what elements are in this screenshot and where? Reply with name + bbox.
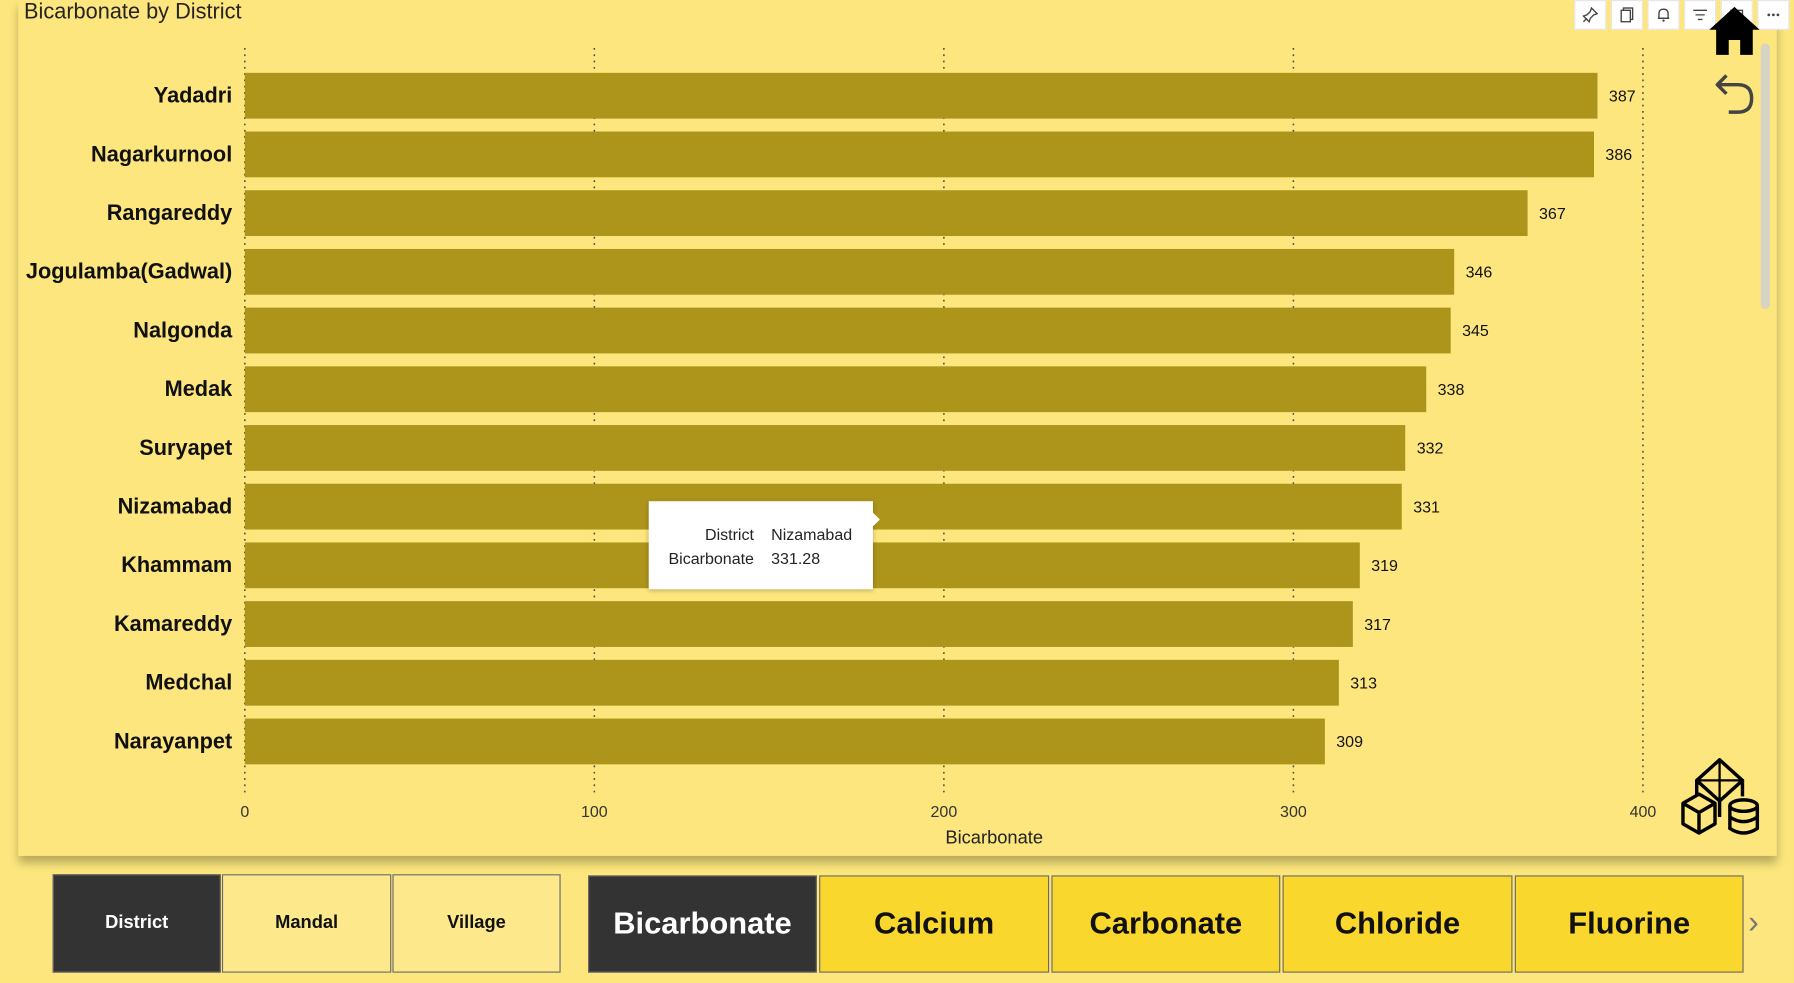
copy-icon[interactable]: [1610, 0, 1643, 30]
data-label: 317: [1364, 617, 1391, 634]
bar[interactable]: [244, 366, 1427, 413]
category-label: Medak: [165, 376, 234, 401]
data-label: 319: [1371, 558, 1398, 575]
x-tick-label: 400: [1630, 804, 1657, 821]
home-icon[interactable]: [1707, 5, 1762, 63]
tab-calcium[interactable]: Calcium: [819, 875, 1050, 973]
category-label: Nalgonda: [133, 317, 233, 342]
tooltip-row-district: District Nizamabad: [649, 525, 873, 548]
tooltip-value: Nizamabad: [771, 525, 853, 544]
bar[interactable]: [244, 601, 1353, 647]
tab-chloride[interactable]: Chloride: [1282, 875, 1513, 973]
tooltip-row-bicarbonate: Bicarbonate 331.28: [649, 549, 873, 572]
tab-carbonate[interactable]: Carbonate: [1051, 875, 1281, 973]
bell-icon[interactable]: [1647, 0, 1680, 30]
data-label: 387: [1609, 88, 1636, 105]
category-label: Yadadri: [154, 83, 232, 108]
tooltip-key: Bicarbonate: [668, 549, 754, 568]
pin-icon[interactable]: [1574, 0, 1607, 30]
tab-village[interactable]: Village: [392, 874, 561, 973]
tab-fluorine[interactable]: Fluorine: [1514, 875, 1744, 973]
category-label: Nizamabad: [118, 494, 233, 519]
bar[interactable]: [244, 131, 1594, 178]
category-label: Medchal: [145, 670, 232, 695]
category-label: Rangareddy: [107, 200, 233, 225]
bar[interactable]: [244, 659, 1339, 706]
tab-bicarbonate[interactable]: Bicarbonate: [588, 875, 817, 973]
bar[interactable]: [244, 72, 1598, 119]
x-tick-label: 100: [581, 804, 608, 821]
bar[interactable]: [244, 718, 1325, 765]
more-icon[interactable]: [1757, 0, 1790, 30]
bar[interactable]: [244, 425, 1406, 471]
category-label: Nagarkurnool: [91, 141, 232, 166]
cubes-logo-icon: [1678, 758, 1760, 846]
bar[interactable]: [244, 190, 1528, 237]
x-tick-label: 0: [240, 804, 249, 821]
x-tick-label: 200: [931, 804, 958, 821]
tooltip-key: District: [705, 525, 754, 544]
data-label: 367: [1539, 206, 1566, 223]
bar[interactable]: [244, 307, 1451, 354]
chart-tooltip: District Nizamabad Bicarbonate 331.28: [648, 501, 880, 590]
tab-district[interactable]: District: [52, 874, 221, 973]
tab-mandal[interactable]: Mandal: [221, 874, 392, 973]
category-label: Kamareddy: [114, 611, 232, 636]
data-label: 386: [1605, 147, 1632, 164]
data-label: 309: [1336, 734, 1363, 751]
category-label: Narayanpet: [114, 728, 232, 753]
category-label: Suryapet: [139, 435, 232, 460]
tooltip-value: 331.28: [771, 549, 821, 568]
filter-icon[interactable]: [1684, 0, 1717, 30]
x-axis-title: Bicarbonate: [945, 826, 1043, 847]
x-tick-label: 300: [1280, 804, 1307, 821]
bar[interactable]: [244, 248, 1455, 295]
chevron-right-icon[interactable]: ›: [1748, 903, 1759, 940]
data-label: 313: [1350, 675, 1377, 692]
scrollbar[interactable]: [1760, 43, 1770, 309]
undo-icon[interactable]: [1713, 71, 1756, 122]
chart-title: Bicarbonate by District: [24, 0, 242, 25]
data-label: 346: [1466, 265, 1493, 282]
category-label: Jogulamba(Gadwal): [26, 259, 232, 284]
data-label: 332: [1417, 441, 1444, 458]
category-label: Khammam: [121, 552, 232, 577]
data-label: 331: [1413, 499, 1440, 516]
bar-chart: Yadadri 387 Nagarkurnool 386 Rangareddy 367 Jo…: [26, 48, 1657, 847]
data-label: 338: [1438, 382, 1465, 399]
data-label: 345: [1462, 323, 1489, 340]
